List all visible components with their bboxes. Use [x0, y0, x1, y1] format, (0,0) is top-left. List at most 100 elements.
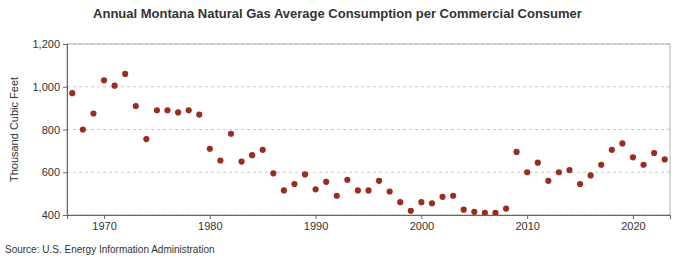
x-tick-label: 2010 [515, 220, 539, 232]
data-point [164, 107, 170, 113]
y-tick: 400 [42, 209, 67, 221]
data-point [609, 147, 615, 153]
x-tick: 2000 [410, 215, 434, 232]
data-point [556, 169, 562, 175]
data-point [238, 158, 244, 164]
data-point [217, 157, 223, 163]
x-tick: 2020 [621, 215, 645, 232]
x-tick: 1980 [198, 215, 222, 232]
data-point [429, 200, 435, 206]
data-point [482, 210, 488, 215]
x-tick-mark [316, 215, 317, 219]
data-point [175, 109, 181, 115]
x-axis-line [68, 216, 671, 220]
data-point [545, 178, 551, 184]
y-axis-title: Thousand Cubic Feet [8, 77, 20, 182]
data-point [598, 162, 604, 168]
data-point [355, 187, 361, 193]
data-point [461, 207, 467, 213]
title: Annual Montana Natural Gas Average Consu… [93, 6, 582, 21]
data-point [408, 208, 414, 214]
data-point [651, 150, 657, 156]
y-tick-label: 1,000 [32, 81, 60, 93]
data-point [112, 83, 118, 89]
data-point [397, 199, 403, 205]
grid-line [67, 86, 670, 87]
x-tick-mark [104, 215, 105, 219]
data-point [418, 199, 424, 205]
grid [67, 44, 670, 215]
data-point [471, 209, 477, 215]
data-point [588, 172, 594, 178]
data-point [365, 187, 371, 193]
data-point [503, 205, 509, 211]
y-tick-mark [63, 130, 67, 131]
data-point [80, 126, 86, 132]
data-point [323, 179, 329, 185]
data-point [228, 131, 234, 137]
y-tick-mark [63, 172, 67, 173]
data-point [577, 181, 583, 187]
data-point [260, 147, 266, 153]
plot: 400 600 800 1,000 1,200 1970 1980 1990 2000 2010 2… [32, 38, 670, 232]
data-point [69, 90, 75, 96]
data-point [313, 186, 319, 192]
y-tick-mark [63, 215, 67, 216]
x-tick-label: 2000 [410, 220, 434, 232]
data-point [344, 177, 350, 183]
grid-line [67, 129, 670, 130]
data-point [619, 140, 625, 146]
y-axis: 400 600 800 1,000 1,200 [32, 38, 67, 221]
y-tick-mark [63, 87, 67, 88]
data-point [270, 170, 276, 176]
data-point [387, 188, 393, 194]
x-tick-mark [527, 215, 528, 219]
x-tick-mark [421, 215, 422, 219]
data-point [207, 146, 213, 152]
x-tick-label: 1970 [92, 220, 116, 232]
x-tick: 1970 [92, 215, 116, 232]
y-tick: 1,200 [32, 38, 67, 50]
data-point [376, 178, 382, 184]
data-point [186, 107, 192, 113]
x-tick-mark [210, 215, 211, 219]
y-tick-mark [63, 44, 67, 45]
grid-line [67, 172, 670, 173]
data-point [249, 152, 255, 158]
data-point [291, 181, 297, 187]
data-point [566, 167, 572, 173]
y-tick: 600 [42, 166, 67, 178]
plot-frame [67, 44, 670, 215]
data-point [281, 187, 287, 193]
y-tick-label: 600 [42, 166, 60, 178]
y-tick-label: 1,200 [32, 38, 60, 50]
data-point [90, 110, 96, 116]
data-point [524, 169, 530, 175]
data-point [196, 111, 202, 117]
x-tick-label: 2020 [621, 220, 645, 232]
y-tick: 1,000 [32, 81, 67, 93]
data-point [302, 171, 308, 177]
data-point [122, 71, 128, 77]
data-point [662, 156, 668, 162]
data-point [492, 210, 498, 215]
data-point [154, 107, 160, 113]
y-tick: 800 [42, 124, 67, 136]
y-axis-line [63, 45, 68, 216]
x-tick: 2010 [515, 215, 539, 232]
data-point [334, 193, 340, 199]
y-tick-label: 800 [42, 124, 60, 136]
data-point [101, 77, 107, 83]
y-tick-label: 400 [42, 209, 60, 221]
x-axis: 1970 1980 1990 2000 2010 2020 [68, 215, 671, 232]
chart: 400 600 800 1,000 1,200 1970 1980 1990 2000 2010 2… [0, 0, 675, 275]
data-point [439, 194, 445, 200]
source-note: Source: U.S. Energy Information Administ… [5, 244, 215, 255]
data-point [133, 103, 139, 109]
data-point [514, 149, 520, 155]
data-point [535, 160, 541, 166]
data-point [630, 154, 636, 160]
x-tick-label: 1980 [198, 220, 222, 232]
points [69, 71, 668, 215]
x-tick-label: 1990 [304, 220, 328, 232]
